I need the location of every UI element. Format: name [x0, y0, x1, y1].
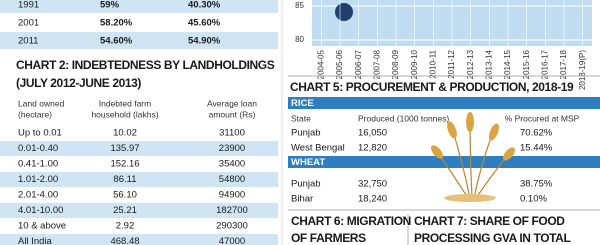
section-title: CHART 2: INDEBTEDNESS BY LANDHOLDINGS — [16, 58, 275, 72]
cell: 32,750 — [358, 179, 387, 190]
x-tick-label: 2017-18 — [559, 49, 568, 79]
row-band — [0, 141, 278, 156]
cell: 38.75% — [520, 179, 553, 190]
cell: 1991 — [18, 0, 39, 11]
row-band — [0, 0, 278, 13]
cell: 10 & above — [18, 221, 66, 232]
column-header: Produced (1000 tonnes) — [358, 113, 449, 123]
cell: 54.90% — [188, 36, 221, 47]
cell: 86.11 — [113, 174, 136, 185]
cell: Up to 0.01 — [18, 128, 62, 139]
section-subtitle: (JULY 2012-JUNE 2013) — [16, 76, 141, 90]
cell: Punjab — [291, 179, 321, 190]
cell: 59% — [100, 0, 120, 11]
x-tick-label: 2004-05 — [316, 49, 325, 79]
cell: 468.48 — [110, 236, 139, 245]
cell: 290300 — [216, 221, 248, 232]
row-band — [0, 203, 278, 218]
cell: 182700 — [216, 205, 248, 216]
cell: 135.97 — [110, 143, 139, 154]
x-tick-label: 2014-15 — [503, 49, 512, 79]
cell: 16,050 — [358, 128, 387, 139]
cell: 58.20% — [100, 18, 133, 29]
section-title: CHART 7: SHARE OF FOOD — [414, 214, 565, 228]
cell: West Bengal — [291, 143, 345, 154]
y-tick-label: 85 — [295, 1, 304, 10]
x-tick-label: 2005-06 — [335, 49, 344, 79]
cell: 23900 — [219, 143, 245, 154]
cell: 45.60% — [188, 18, 221, 29]
section-bar — [288, 97, 600, 109]
cell: 0.41-1.00 — [18, 159, 58, 170]
section-title: CHART 6: MIGRATION — [291, 214, 411, 228]
x-tick-label: 2018-19(P) — [578, 50, 587, 90]
column-header: Indebted farm — [99, 98, 151, 108]
cell: Punjab — [291, 128, 321, 139]
row-band — [0, 172, 278, 187]
column-header: household (lakhs) — [91, 109, 158, 119]
cell: 47000 — [219, 236, 245, 245]
cell: 40.30% — [188, 0, 221, 11]
x-tick-label: 2010-11 — [428, 49, 437, 78]
section-title: CHART 5: PROCUREMENT & PRODUCTION, 2018-… — [290, 80, 574, 94]
x-tick-label: 2006-07 — [354, 49, 363, 79]
cell: 56.10 — [113, 190, 137, 201]
cell: 12,820 — [358, 143, 387, 154]
cell: 0.10% — [520, 194, 547, 205]
cell: 54.60% — [100, 36, 133, 47]
cell: 2.92 — [116, 221, 135, 232]
cell: 10.02 — [113, 128, 137, 139]
x-tick-label: 2009-10 — [410, 49, 419, 79]
row-band — [0, 234, 278, 245]
cell: 1.01-2.00 — [18, 174, 58, 185]
x-tick-label: 2007-08 — [372, 49, 381, 79]
icon — [335, 3, 353, 21]
cell: 54800 — [219, 174, 245, 185]
column-header: amount (Rs) — [209, 109, 256, 119]
section-title: OF FARMERS — [291, 231, 366, 245]
x-tick-label: 2016-17 — [540, 49, 549, 79]
section-label: RICE — [291, 98, 314, 109]
cell: 2.01-4.00 — [18, 190, 58, 201]
section-label: WHEAT — [291, 157, 325, 168]
column-header: (hectare) — [18, 109, 52, 119]
x-tick-label: 2012-13 — [466, 49, 475, 79]
x-tick-label: 2013-14 — [484, 49, 493, 79]
y-tick-label: 80 — [295, 35, 304, 44]
cell: 0.01-0.40 — [18, 143, 58, 154]
cell: 18,240 — [358, 194, 387, 205]
x-tick-label: 2011-12 — [447, 49, 456, 78]
cell: All India — [18, 236, 53, 245]
cell: 70.62% — [520, 128, 553, 139]
cell: 25.21 — [113, 205, 137, 216]
cell: 31100 — [219, 128, 245, 139]
row-band — [0, 32, 278, 49]
wheat-illustration — [431, 112, 515, 202]
column-header: State — [291, 113, 311, 123]
x-tick-label: 2015-16 — [522, 49, 531, 79]
cell: 94900 — [219, 190, 245, 201]
cell: 2011 — [18, 36, 38, 47]
cell: 35400 — [219, 159, 245, 170]
cell: 152.16 — [110, 159, 139, 170]
cell: 15.44% — [520, 143, 553, 154]
column-header: % Procured at MSP — [505, 113, 580, 123]
column-header: Land owned — [18, 98, 65, 108]
cell: Bihar — [291, 194, 313, 205]
x-tick-label: 2008-09 — [391, 49, 400, 79]
column-header: Average loan — [207, 98, 257, 108]
section-title: PROCESSING GVA IN TOTAL — [414, 231, 570, 245]
cell: 4.01-10.00 — [18, 205, 63, 216]
cell: 2001 — [18, 18, 39, 29]
